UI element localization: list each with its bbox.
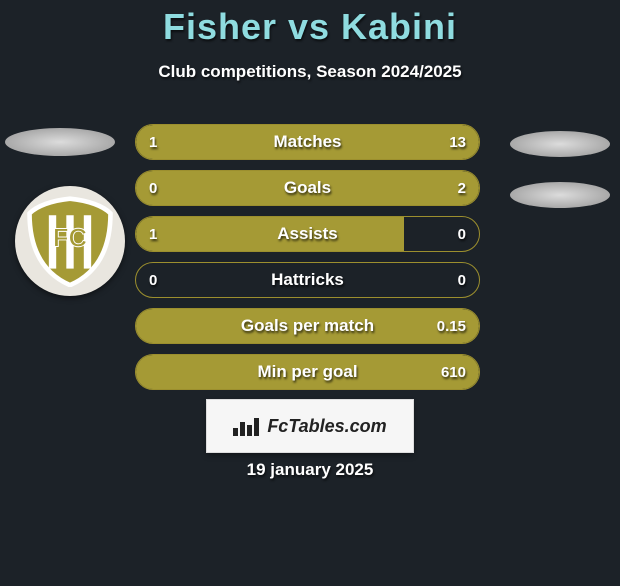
stat-fill-right [136,355,479,389]
stat-track [135,262,480,298]
decor-ellipse-right-1 [510,131,610,157]
subtitle: Club competitions, Season 2024/2025 [0,62,620,82]
page-title: Fisher vs Kabini [0,6,620,48]
stat-bars-container: Matches113 Goals02 Assists10 Hattricks00 Goa… [135,124,480,400]
fctables-label: FcTables.com [267,416,386,437]
club-badge: FC [15,186,125,296]
stat-track [135,124,480,160]
date-line: 19 january 2025 [0,460,620,480]
stat-fill-right [136,309,479,343]
stat-track [135,216,480,252]
shield-icon: FC [24,195,116,287]
stat-row: Goals02 [135,170,480,206]
stat-fill-right [160,125,479,159]
stat-track [135,170,480,206]
decor-ellipse-right-2 [510,182,610,208]
stat-fill-right [136,171,479,205]
stat-track [135,354,480,390]
stat-row: Min per goal610 [135,354,480,390]
bars-icon [233,416,261,436]
stat-fill-left [136,125,160,159]
fctables-badge[interactable]: FcTables.com [207,400,413,452]
stat-row: Matches113 [135,124,480,160]
stat-row: Assists10 [135,216,480,252]
stat-track [135,308,480,344]
stat-row: Goals per match0.15 [135,308,480,344]
decor-ellipse-left [5,128,115,156]
svg-text:FC: FC [53,225,87,253]
stat-fill-left [136,217,404,251]
stat-row: Hattricks00 [135,262,480,298]
